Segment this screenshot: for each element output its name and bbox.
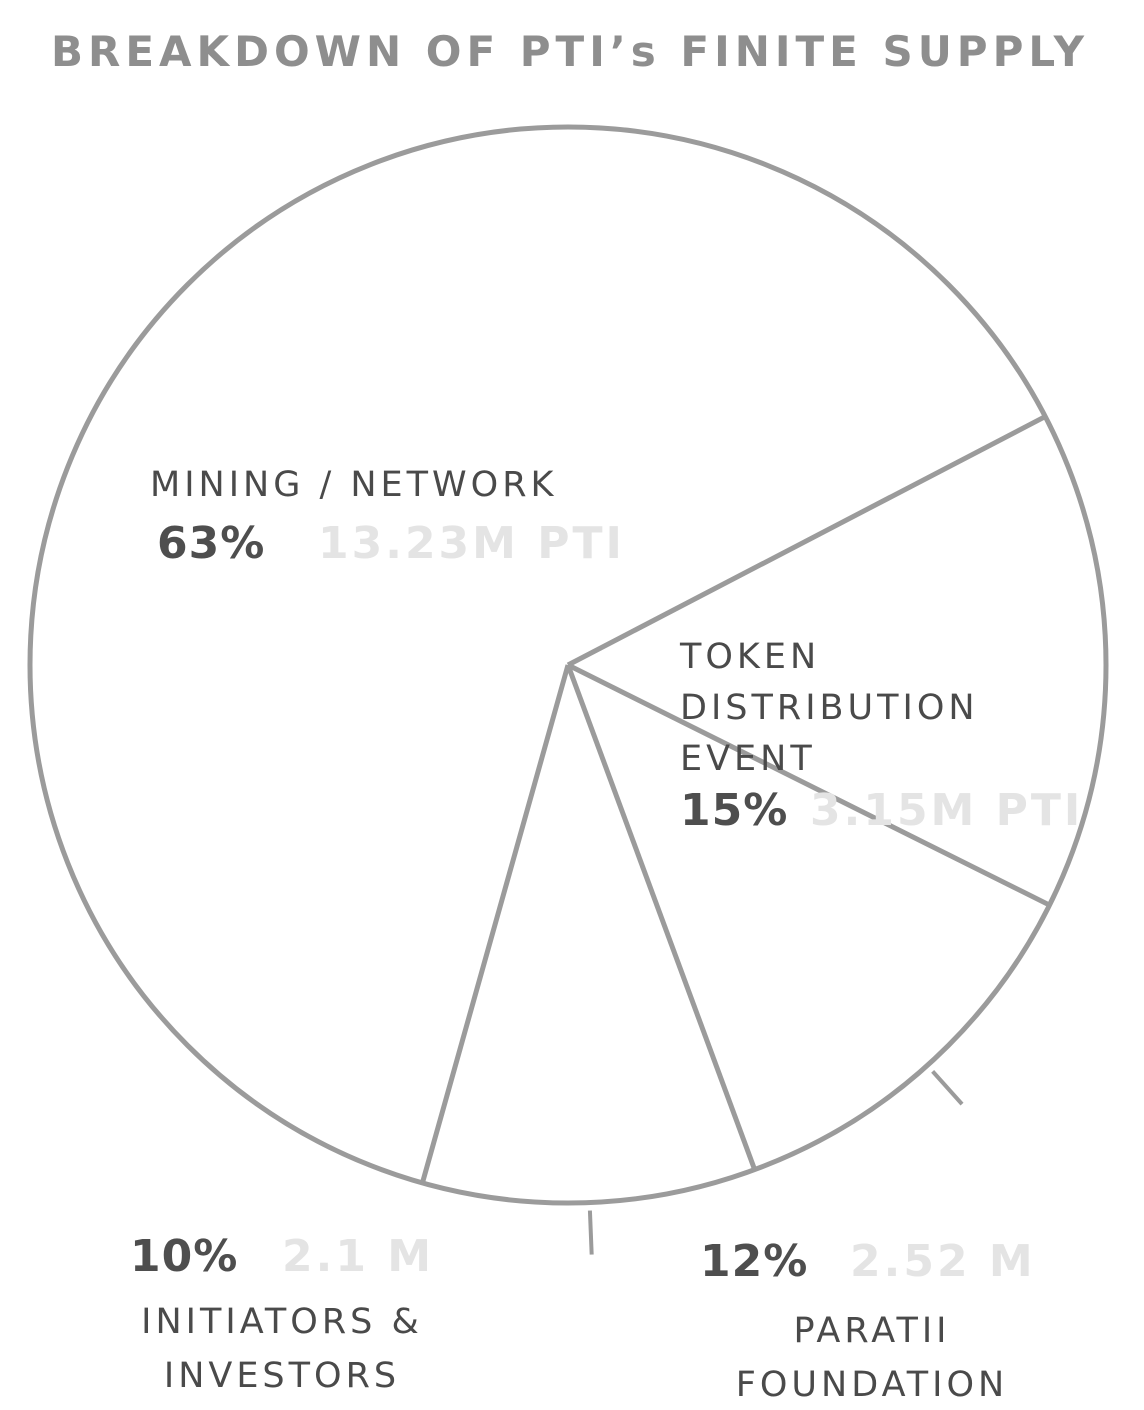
slice-divider-token-distribution	[566, 414, 1047, 668]
slice-name-line-2: DISTRIBUTION	[680, 688, 979, 728]
slice-label-mining-network: MINING / NETWORK 63% 13.23M PTI	[150, 465, 625, 569]
slice-label-paratii-foundation: 12% 2.52 M PARATII FOUNDATION	[700, 1236, 1036, 1405]
slice-percent-mining-network: 63%	[157, 518, 265, 569]
slice-divider-initiators-investors	[565, 664, 757, 1171]
slice-name-line-1: PARATII	[794, 1311, 951, 1351]
slice-name-line-2: INVESTORS	[164, 1356, 400, 1396]
slice-amount-token-distribution: 3.15M PTI	[810, 785, 1083, 836]
slice-label-initiators-investors: 10% 2.1 M INITIATORS & INVESTORS	[130, 1231, 434, 1396]
slice-amount-mining-network: 13.23M PTI	[318, 518, 625, 569]
slice-divider-mining-network	[420, 664, 571, 1184]
slice-amount-paratii-foundation: 2.52 M	[850, 1236, 1036, 1287]
slice-name-line-3: EVENT	[680, 739, 816, 779]
slice-label-token-distribution: TOKEN DISTRIBUTION EVENT 15% 3.15M PTI	[679, 637, 1083, 836]
slice-name-line-2: FOUNDATION	[736, 1365, 1008, 1405]
leader-lines	[587, 1070, 964, 1255]
leader-line-paratii-foundation	[931, 1070, 964, 1106]
slice-name-line-1: TOKEN	[679, 637, 820, 677]
slice-divider-paratii-foundation	[566, 662, 1051, 908]
slice-percent-token-distribution: 15%	[680, 785, 788, 836]
slice-name-mining-network: MINING / NETWORK	[150, 465, 557, 505]
slice-amount-initiators-investors: 2.1 M	[282, 1231, 434, 1282]
slice-percent-paratii-foundation: 12%	[700, 1236, 808, 1287]
leader-line-initiators-investors	[587, 1210, 594, 1255]
slice-name-line-1: INITIATORS &	[141, 1302, 423, 1342]
slice-percent-initiators-investors: 10%	[130, 1231, 238, 1282]
chart-title: BREAKDOWN OF PTI’s FINITE SUPPLY	[51, 27, 1089, 76]
slice-dividers	[420, 414, 1051, 1184]
